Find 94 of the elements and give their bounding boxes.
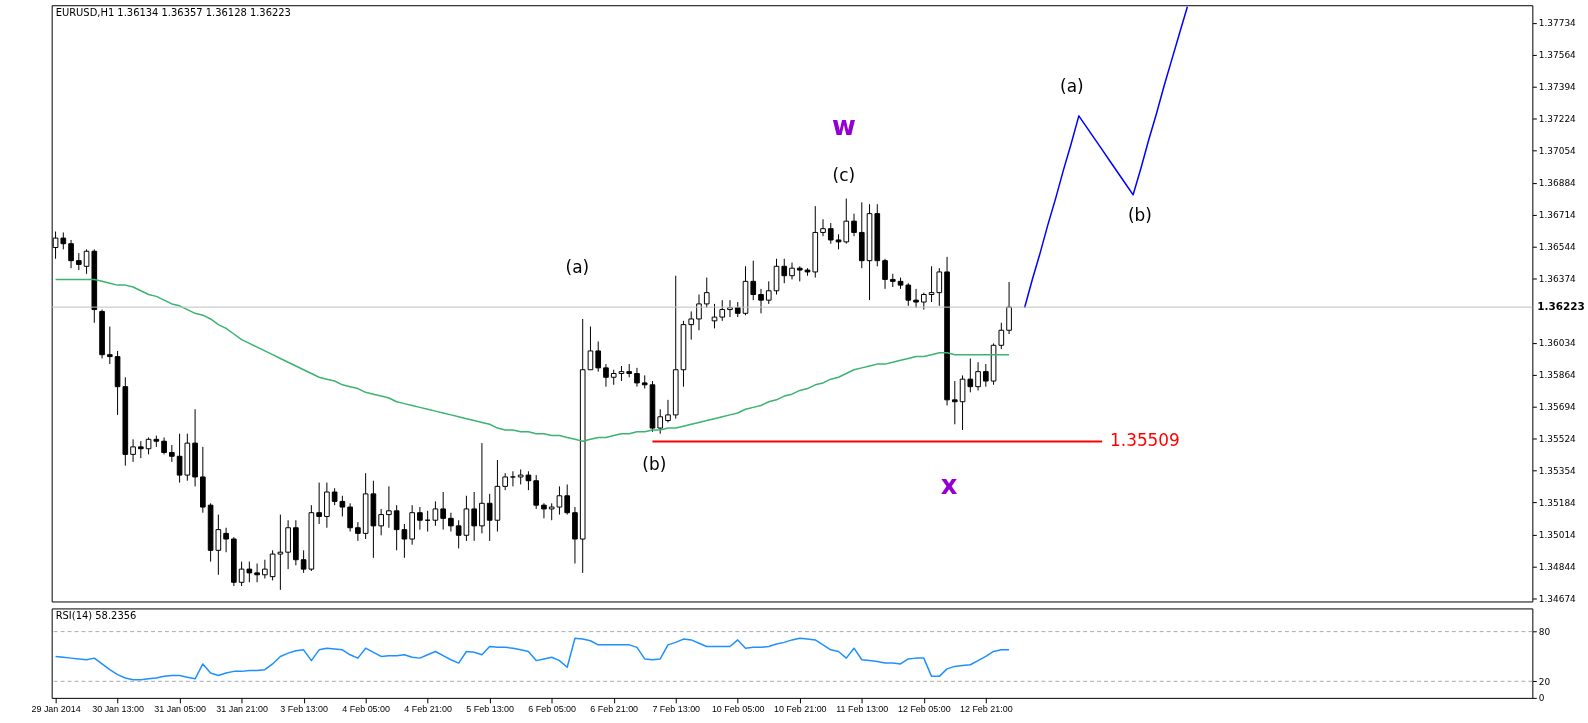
y-tick-label: 1.36034 [1538,338,1577,349]
candlestick [882,258,888,290]
category-label: 29 Jan 2014 [31,704,81,715]
y-tick-label: 1.35864 [1538,370,1577,381]
candlestick [634,367,640,388]
candlestick [564,483,571,516]
candlestick [417,506,423,531]
category-label: 6 Feb 21:00 [590,704,639,715]
y-tick-label: 1.35184 [1538,498,1577,509]
candlestick [1006,281,1012,335]
candlestick [262,559,268,580]
annotation: (b) [642,453,667,474]
category-label: 12 Feb 05:00 [897,704,951,715]
candlestick [595,341,602,373]
y-tick-label: 80 [1538,627,1551,638]
y-tick-label: 1.34674 [1538,593,1577,604]
candlestick [316,482,322,525]
candlestick [820,218,826,237]
category-label: 11 Feb 13:00 [836,704,889,715]
series-label: 1.35509 [1110,430,1180,451]
candlestick [851,213,857,237]
chart-title: RSI(14) 58.2356 [55,610,137,622]
category-label: 12 Feb 21:00 [959,704,1013,715]
category-label: 4 Feb 21:00 [404,704,453,715]
candlestick [448,512,454,533]
y-tick-label: 1.35694 [1538,402,1577,413]
category-label: 30 Jan 13:00 [92,704,144,715]
y-tick-label: 1.36714 [1538,210,1577,221]
category-label: 5 Feb 13:00 [466,704,515,715]
line-series [54,637,1010,681]
candlestick [719,299,726,322]
y-tick-label: 20 [1538,676,1551,687]
ref-line-label: 1.36223 [1537,300,1585,313]
candlestick [665,399,671,423]
y-tick-label: 1.36374 [1538,274,1577,285]
candlestick [975,361,981,391]
candlestick [479,442,485,534]
y-tick-label: 0 [1538,693,1545,704]
candlestick [106,325,113,365]
category-label: 4 Feb 05:00 [342,704,390,715]
y-tick-label: 1.35354 [1538,466,1577,477]
annotation: (a) [1060,75,1084,96]
candlestick [827,222,834,245]
candlestick [781,258,788,284]
y-tick-label: 1.37394 [1538,82,1577,93]
candlestick [982,363,989,388]
y-tick-label: 1.36884 [1538,178,1577,189]
category-label: 7 Feb 13:00 [652,704,701,715]
line-series [54,278,1010,442]
category-label: 6 Feb 05:00 [528,704,577,715]
candlestick [603,363,609,388]
candlestick [223,527,229,553]
candlestick [347,502,353,533]
candlestick [68,239,74,269]
candlestick [386,485,392,529]
category-label: 3 Feb 13:00 [280,704,328,715]
candlestick [440,491,446,531]
candlestick [378,508,384,536]
annotation: x [940,470,958,501]
candlestick [913,288,919,309]
candlestick [355,521,361,542]
y-tick-label: 1.37734 [1538,18,1577,29]
category-label: 10 Feb 21:00 [773,704,827,715]
y-tick-label: 1.37224 [1538,114,1577,125]
candlestick [951,380,958,425]
candlestick [130,438,136,463]
candlestick [254,562,260,583]
category-label: 10 Feb 05:00 [711,704,765,715]
y-tick-label: 1.35524 [1538,434,1577,445]
y-tick-label: 1.37054 [1538,146,1577,157]
candlestick [471,491,477,542]
annotation: (b) [1128,205,1152,226]
y-tick-label: 1.36544 [1538,242,1577,253]
candlestick [657,408,664,435]
category-label: 31 Jan 21:00 [216,704,268,715]
chart-title: EURUSD,H1 1.36134 1.36357 1.36128 1.36223 [55,7,291,19]
candlestick [758,288,764,314]
line-series [1023,5,1189,309]
candlestick [703,277,710,309]
candlestick [432,500,439,527]
category-label: 31 Jan 05:00 [154,704,206,715]
y-tick-label: 1.37564 [1538,50,1577,61]
annotation: (c) [832,165,856,186]
candlestick [688,310,695,341]
candlestick [789,262,795,280]
candlestick [750,260,757,301]
candlestick [765,280,772,305]
y-tick-label: 1.35014 [1538,529,1577,540]
candlestick [696,294,702,331]
y-tick-label: 1.34844 [1538,561,1577,572]
candlestick [711,303,718,329]
candlestick [541,502,547,519]
annotation: (a) [565,256,590,277]
annotation: w [831,110,856,141]
